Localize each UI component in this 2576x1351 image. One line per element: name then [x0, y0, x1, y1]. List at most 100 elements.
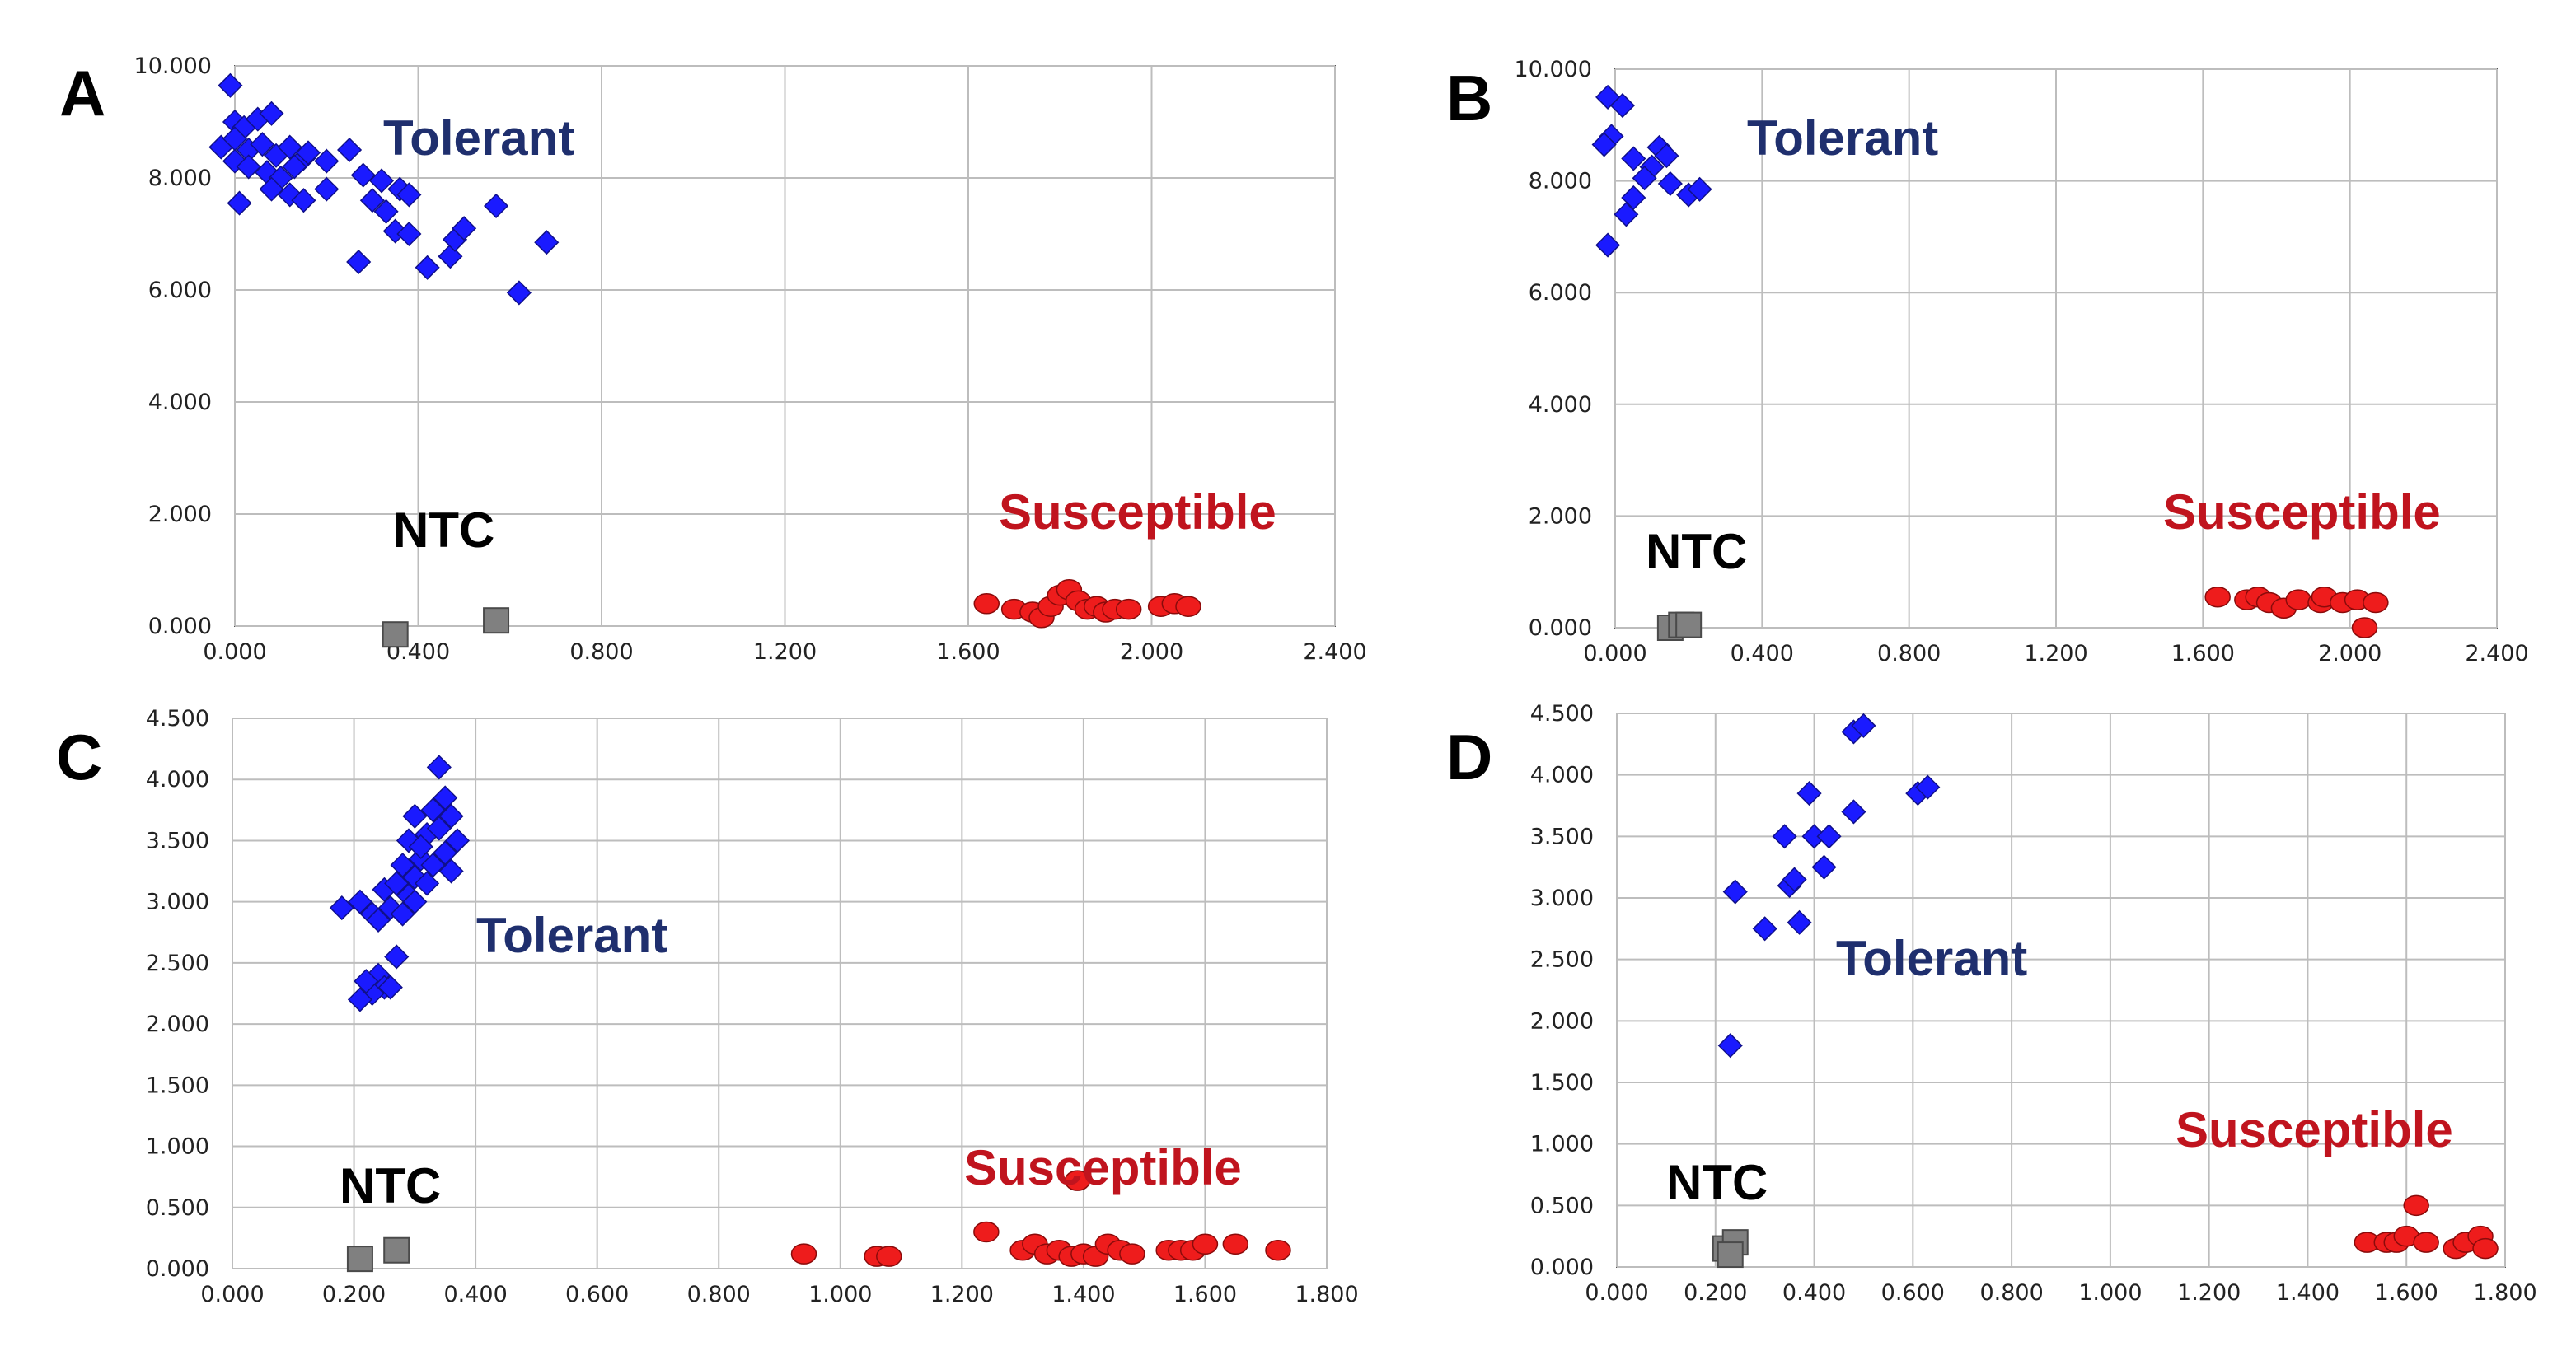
tolerant-point: [534, 230, 560, 255]
susceptible-point: [1222, 1233, 1249, 1255]
y-tick-label: 2.000: [148, 502, 212, 527]
x-tick-label: 1.000: [808, 1282, 872, 1307]
tolerant-point: [390, 901, 415, 927]
x-tick-label: 1.800: [2473, 1280, 2536, 1306]
tolerant-point: [384, 944, 410, 970]
tolerant-point: [1811, 854, 1837, 880]
tolerant-point: [1841, 799, 1866, 825]
tolerant-point: [373, 199, 399, 224]
tolerant-point: [433, 785, 458, 811]
tolerant-point: [396, 221, 422, 247]
tolerant-point: [346, 249, 372, 275]
tolerant-point: [1782, 867, 1807, 892]
susceptible-label: Susceptible: [999, 484, 1276, 540]
ntc-label: NTC: [1666, 1155, 1768, 1210]
ntc-point: [1675, 611, 1703, 638]
tolerant-point: [402, 803, 428, 829]
tolerant-point: [1632, 166, 1657, 191]
y-tick-label: 1.500: [146, 1073, 209, 1098]
data-points: [1712, 713, 2499, 1269]
tolerant-point: [1722, 879, 1748, 905]
x-tick-label: 0.800: [1877, 641, 1941, 666]
grid: [1614, 68, 2498, 629]
tolerant-point: [277, 134, 302, 160]
y-tick-label: 4.000: [148, 390, 212, 415]
tolerant-point: [1654, 143, 1679, 169]
x-axis-ticks: 0.000 0.400 0.800 1.200 1.600 2.000 2.400: [203, 639, 1366, 665]
x-tick-label: 2.000: [2318, 641, 2382, 666]
tolerant-point: [426, 755, 452, 780]
ntc-label: NTC: [340, 1158, 441, 1213]
susceptible-point: [876, 1246, 902, 1267]
susceptible-point: [1115, 598, 1142, 620]
y-tick-label: 8.000: [148, 166, 212, 191]
tolerant-point: [433, 840, 458, 866]
x-tick-label: 0.000: [1585, 1280, 1648, 1306]
y-tick-label: 1.500: [1530, 1070, 1594, 1096]
tolerant-label: Tolerant: [1747, 110, 1938, 166]
x-tick-label: 0.000: [200, 1282, 264, 1307]
tolerant-point: [1787, 909, 1812, 935]
ntc-point: [1717, 1241, 1744, 1269]
susceptible-label: Susceptible: [2163, 484, 2441, 540]
tolerant-point: [350, 162, 376, 188]
susceptible-point: [1175, 596, 1201, 617]
y-tick-label: 0.000: [148, 614, 212, 639]
tolerant-point: [1595, 232, 1621, 258]
tolerant-point: [452, 216, 477, 241]
x-tick-label: 1.000: [2078, 1280, 2142, 1306]
tolerant-point: [438, 858, 464, 884]
tolerant-point: [384, 871, 410, 896]
x-tick-label: 1.200: [930, 1282, 994, 1307]
y-tick-label: 1.000: [146, 1134, 209, 1160]
tolerant-point: [347, 987, 372, 1012]
susceptible-point: [2363, 591, 2389, 614]
x-tick-label: 0.600: [565, 1282, 629, 1307]
y-tick-label: 1.000: [1530, 1132, 1594, 1157]
data-points: [329, 755, 1291, 1273]
x-axis-ticks: 0.000 0.200 0.400 0.600 0.800 1.000 1.200 1.400…: [200, 1282, 1358, 1307]
y-tick-label: 0.000: [1530, 1255, 1594, 1280]
susceptible-point: [2403, 1194, 2429, 1217]
x-tick-label: 1.200: [753, 639, 817, 665]
grid: [1616, 713, 2506, 1268]
y-tick-label: 2.000: [146, 1012, 209, 1037]
tolerant-point: [1687, 176, 1712, 202]
y-tick-label: 3.500: [1530, 824, 1594, 849]
x-tick-label: 0.800: [569, 639, 633, 665]
ntc-label: NTC: [1646, 524, 1747, 579]
x-tick-label: 0.800: [687, 1282, 751, 1307]
susceptible-point: [2285, 589, 2311, 610]
x-tick-label: 0.400: [1731, 641, 1794, 666]
x-tick-label: 0.200: [322, 1282, 386, 1307]
tolerant-label: Tolerant: [383, 110, 574, 166]
tolerant-point: [1621, 146, 1646, 171]
x-tick-label: 0.400: [443, 1282, 507, 1307]
tolerant-point: [1796, 781, 1822, 806]
y-tick-label: 2.000: [1529, 503, 1592, 529]
susceptible-point: [1119, 1243, 1145, 1265]
y-tick-label: 4.000: [146, 767, 209, 792]
susceptible-point: [2351, 617, 2378, 638]
tolerant-point: [420, 797, 446, 823]
susceptible-point: [790, 1243, 817, 1265]
panel-d: D 0.000 0.200 0.400 0.600 0.800 1.000 1.200 1.4…: [1446, 701, 2537, 1306]
tolerant-point: [1614, 202, 1639, 227]
tolerant-point: [1851, 713, 1876, 738]
tolerant-point: [1816, 824, 1842, 849]
tolerant-point: [1915, 774, 1941, 800]
susceptible-point: [2413, 1232, 2439, 1253]
tolerant-point: [377, 975, 403, 1000]
x-tick-label: 0.800: [1979, 1280, 2043, 1306]
tolerant-point: [250, 132, 275, 157]
tolerant-point: [329, 895, 354, 921]
y-tick-label: 3.000: [146, 890, 209, 915]
susceptible-point: [2204, 586, 2231, 608]
tolerant-point: [1717, 1033, 1743, 1059]
x-tick-label: 2.400: [1303, 639, 1366, 665]
tolerant-point: [438, 803, 464, 829]
tolerant-point: [444, 828, 471, 853]
x-tick-label: 1.400: [1051, 1282, 1115, 1307]
tolerant-point: [366, 907, 391, 933]
